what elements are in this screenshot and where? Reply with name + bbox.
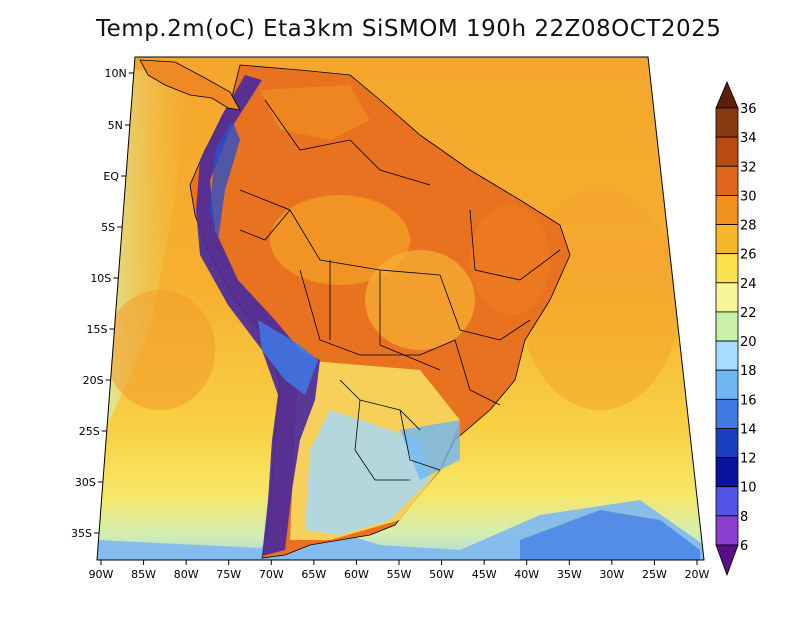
colorbar-swatch <box>715 486 739 517</box>
colorbar-swatch <box>715 369 739 400</box>
lon-tick-label: 60W <box>344 568 369 581</box>
pacific-warm-pool <box>105 290 215 410</box>
lat-tick-label: 20S <box>83 374 104 387</box>
colorbar-swatch <box>715 136 739 167</box>
lon-tick-label: 70W <box>259 568 284 581</box>
south-colder-patch <box>520 510 700 560</box>
north-andes-blue <box>210 120 240 240</box>
lon-tick-label: 35W <box>557 568 582 581</box>
lat-axis: 10N 5N EQ 5S 10S 15S 20S 25S 30S 35S <box>71 67 134 540</box>
colorbar-swatch <box>715 165 739 196</box>
colorbar-label: 16 <box>740 393 757 408</box>
andes-range <box>196 75 320 556</box>
lon-tick-label: 80W <box>174 568 199 581</box>
lon-tick-label: 45W <box>472 568 497 581</box>
northeast-hot <box>470 205 550 315</box>
central-america <box>139 59 241 111</box>
lat-tick-label: 15S <box>86 323 107 336</box>
country-borders <box>239 99 561 481</box>
lat-tick-label: EQ <box>103 170 119 183</box>
lon-tick-label: 25W <box>642 568 667 581</box>
colorbar-arrow-bottom <box>715 544 739 577</box>
map-title: Temp.2m(oC) Eta3km SiSMOM 190h 22Z08OCT2… <box>96 16 722 42</box>
colorbar-label: 20 <box>740 335 757 350</box>
colorbar-swatch <box>715 282 739 313</box>
lat-tick-label: 10N <box>105 67 127 80</box>
lon-tick-label: 30W <box>599 568 624 581</box>
lon-tick-label: 90W <box>89 568 114 581</box>
colorbar-swatch <box>715 428 739 459</box>
colorbar-label: 34 <box>740 131 757 146</box>
colorbar-label: 24 <box>740 277 757 292</box>
colorbar-swatch <box>715 194 739 225</box>
colorbar-swatch <box>715 398 739 429</box>
colorbar-swatch <box>715 340 739 371</box>
lat-tick-label: 10S <box>90 272 111 285</box>
colorbar-swatch <box>715 515 739 546</box>
argentina-cool <box>305 410 430 535</box>
map-domain <box>97 57 704 560</box>
lon-axis: 90W 85W 80W 75W 70W 65W 60W 55W 50W 45W 40W 35W 30W 2… <box>89 560 710 581</box>
central-brazil <box>365 250 475 350</box>
lat-tick-label: 5N <box>108 119 123 132</box>
colorbar-arrow-top <box>715 80 739 109</box>
colorbar-label: 14 <box>740 422 757 437</box>
colorbar-swatch <box>715 107 739 138</box>
lon-tick-label: 75W <box>216 568 241 581</box>
colorbar-label: 28 <box>740 219 757 234</box>
lon-tick-label: 85W <box>131 568 156 581</box>
colorbar-label: 30 <box>740 189 757 204</box>
colorbar-swatch <box>715 253 739 284</box>
altiplano <box>258 320 318 395</box>
colorbar-swatch <box>715 224 739 255</box>
venezuela-region <box>260 85 370 140</box>
colorbar-label: 18 <box>740 364 757 379</box>
lon-tick-label: 20W <box>685 568 710 581</box>
colorbar: 36 34 32 30 28 26 24 22 20 18 16 14 12 10 8 6 <box>715 80 757 577</box>
lon-tick-label: 40W <box>514 568 539 581</box>
lat-tick-label: 5S <box>101 221 115 234</box>
amazon-warm <box>270 195 410 285</box>
colorbar-label: 36 <box>740 102 757 117</box>
lat-tick-label: 35S <box>71 527 92 540</box>
colorbar-label: 10 <box>740 481 757 496</box>
lon-tick-label: 50W <box>429 568 454 581</box>
colorbar-label: 6 <box>740 539 748 554</box>
colorbar-label: 12 <box>740 452 757 467</box>
colorbar-label: 32 <box>740 160 757 175</box>
colorbar-label: 22 <box>740 306 757 321</box>
map-frame <box>96 56 705 561</box>
lat-tick-label: 25S <box>79 425 100 438</box>
lon-tick-label: 55W <box>387 568 412 581</box>
south-brazil-cool <box>400 420 460 480</box>
lat-tick-label: 30S <box>75 476 96 489</box>
colorbar-swatch <box>715 311 739 342</box>
colorbar-swatch <box>715 457 739 488</box>
colorbar-label: 8 <box>740 510 748 525</box>
colorbar-label: 26 <box>740 248 757 263</box>
lon-tick-label: 65W <box>301 568 326 581</box>
